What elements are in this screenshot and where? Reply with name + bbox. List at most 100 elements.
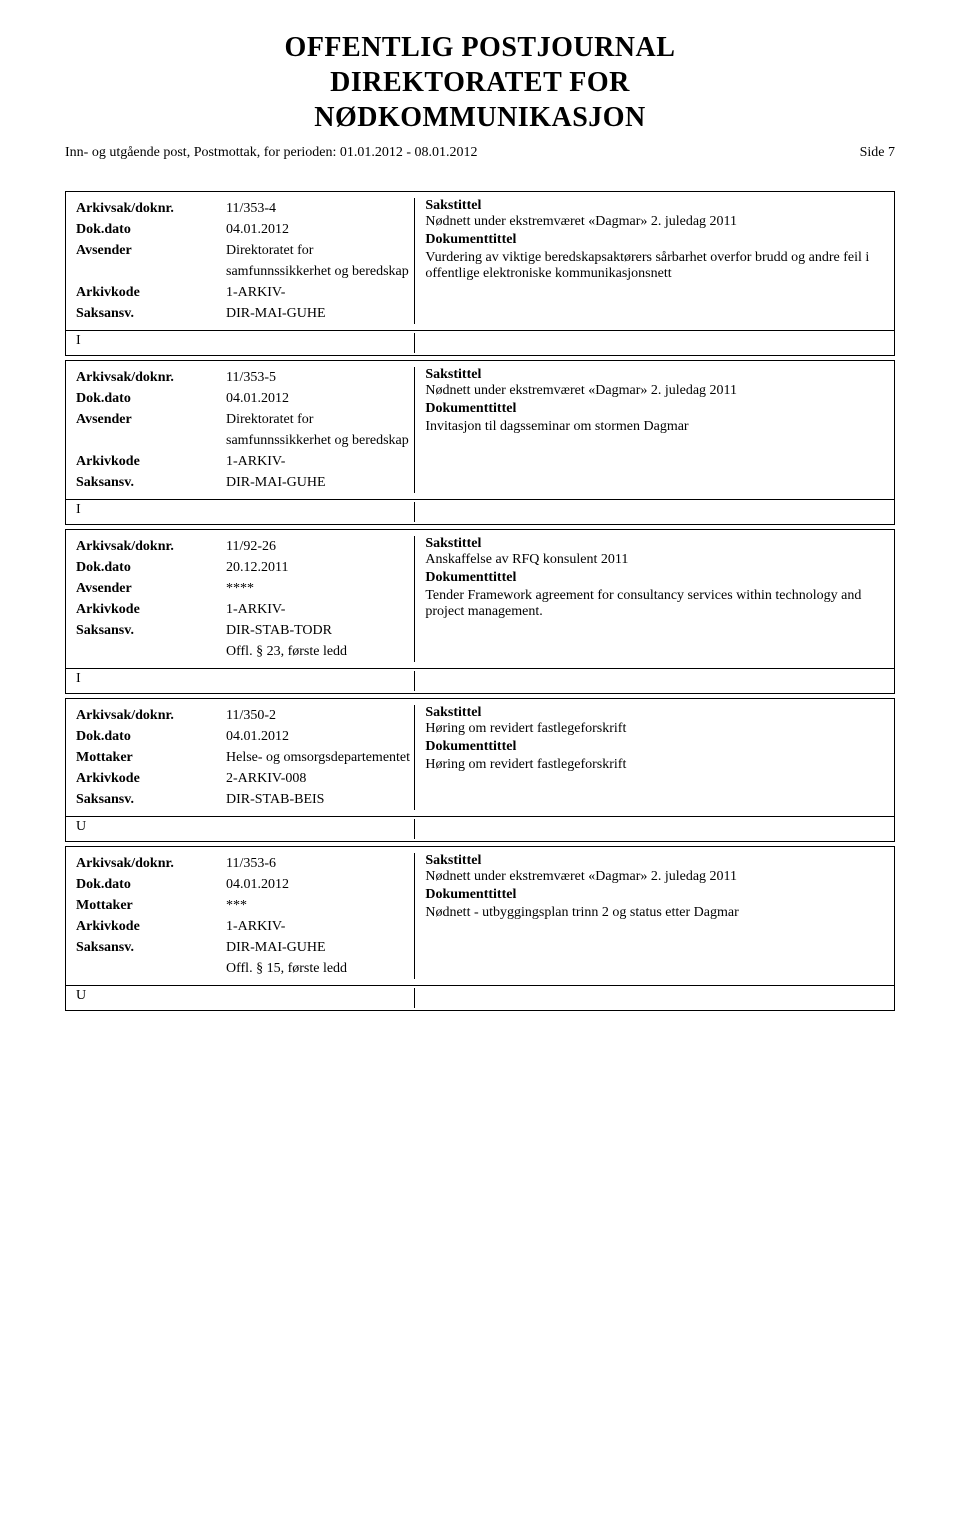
field-value-arkivkode: 1-ARKIV-	[226, 599, 415, 620]
field-row-saksansv: Saksansv. DIR-MAI-GUHE	[76, 303, 415, 324]
dokumenttittel-label: Dokumenttittel	[425, 232, 883, 248]
io-indicator: I	[76, 671, 415, 691]
field-row-party: Avsender ****	[76, 578, 415, 599]
field-value-arkivsak: 11/353-5	[226, 367, 415, 388]
record-body: Arkivsak/doknr.11/353-4Dok.dato04.01.201…	[66, 192, 894, 330]
field-row-arkivkode: Arkivkode1-ARKIV-	[76, 916, 415, 937]
field-value-offl: Offl. § 15, første ledd	[226, 958, 415, 979]
io-right-empty	[414, 819, 883, 839]
field-value-arkivsak: 11/350-2	[226, 705, 415, 726]
field-value-arkivsak: 11/353-6	[226, 853, 415, 874]
io-row: U	[66, 816, 894, 841]
field-row-offl: Offl. § 15, første ledd	[76, 958, 415, 979]
field-label-party: Avsender	[76, 581, 132, 596]
io-right-empty	[414, 988, 883, 1008]
sakstittel-label: Sakstittel	[425, 536, 883, 552]
field-label-saksansv: Saksansv.	[76, 623, 134, 638]
field-value-dokdato: 04.01.2012	[226, 726, 415, 747]
field-label-party: Avsender	[76, 412, 132, 427]
field-label-arkivsak: Arkivsak/doknr.	[76, 201, 174, 216]
field-value-arkivkode: 2-ARKIV-008	[226, 768, 415, 789]
field-value-arkivsak: 11/353-4	[226, 198, 415, 219]
field-row-arkivkode: Arkivkode1-ARKIV-	[76, 599, 415, 620]
field-row-arkivsak: Arkivsak/doknr.11/350-2	[76, 705, 415, 726]
field-label-arkivkode: Arkivkode	[76, 285, 140, 300]
sakstittel-label: Sakstittel	[425, 198, 883, 214]
records-container: Arkivsak/doknr. 11/353-4 Dok.dato 04.01.201…	[65, 191, 895, 1011]
field-label-arkivkode: Arkivkode	[76, 919, 140, 934]
record-right: SakstittelNødnett under ekstremværet «Da…	[414, 367, 883, 493]
field-label-party: Mottaker	[76, 750, 133, 765]
field-value-arkivkode: 1-ARKIV-	[226, 282, 415, 303]
field-row-saksansv: Saksansv.DIR-MAI-GUHE	[76, 472, 415, 493]
subheader: Inn- og utgående post, Postmottak, for p…	[65, 145, 478, 161]
field-row-arkivkode: Arkivkode 1-ARKIV-	[76, 451, 415, 472]
record-left: Arkivsak/doknr.11/353-6Dok.dato04.01.201…	[76, 853, 415, 979]
field-label-arkivkode: Arkivkode	[76, 771, 140, 786]
sakstittel-label: Sakstittel	[425, 705, 883, 721]
field-row-arkivsak: Arkivsak/doknr. 11/353-4	[76, 198, 415, 219]
field-row-dokdato: Dok.dato04.01.2012	[76, 388, 415, 409]
dokumenttittel-text: Høring om revidert fastlegeforskrift	[425, 757, 883, 773]
page-header: OFFENTLIG POSTJOURNAL DIREKTORATET FOR N…	[65, 30, 895, 135]
field-label-saksansv: Saksansv.	[76, 475, 134, 490]
field-row-arkivsak: Arkivsak/doknr. 11/353-5	[76, 367, 415, 388]
io-row: I	[66, 499, 894, 524]
field-label-dokdato: Dok.dato	[76, 729, 131, 744]
field-row-dokdato: Dok.dato20.12.2011	[76, 557, 415, 578]
record: Arkivsak/doknr.11/353-4Dok.dato04.01.201…	[65, 191, 895, 356]
dokumenttittel-label: Dokumenttittel	[425, 570, 883, 586]
sakstittel-text: Nødnett under ekstremværet «Dagmar» 2. j…	[425, 383, 883, 399]
field-label-arkivsak: Arkivsak/doknr.	[76, 856, 174, 871]
field-row-arkivkode: Arkivkode 1-ARKIV-	[76, 282, 415, 303]
field-value-party: ****	[226, 578, 415, 599]
field-value-party: ***	[226, 895, 415, 916]
field-row-arkivkode: Arkivkode 2-ARKIV-008	[76, 768, 415, 789]
record-body: Arkivsak/doknr. 11/353-5Dok.dato04.01.201…	[66, 361, 894, 499]
field-value-party: Direktoratet for samfunnssikkerhet og be…	[226, 409, 415, 451]
field-label-arkivsak: Arkivsak/doknr.	[76, 370, 174, 385]
io-indicator: U	[76, 819, 415, 839]
field-value-arkivkode: 1-ARKIV-	[226, 451, 415, 472]
field-row-saksansv: Saksansv.DIR-MAI-GUHE	[76, 937, 415, 958]
record-right: SakstittelNødnett under ekstremværet «Da…	[414, 198, 883, 324]
dokumenttittel-text: Vurdering av viktige beredskapsaktørers …	[425, 250, 883, 282]
record: Arkivsak/doknr. 11/353-5Dok.dato04.01.201…	[65, 360, 895, 525]
record-right: SakstittelNødnett under ekstremværet «Da…	[414, 853, 883, 979]
field-value-saksansv: DIR-MAI-GUHE	[226, 303, 415, 324]
field-label-arkivkode: Arkivkode	[76, 454, 140, 469]
record-left: Arkivsak/doknr.11/353-4Dok.dato04.01.201…	[76, 198, 415, 324]
field-value-dokdato: 04.01.2012	[226, 388, 415, 409]
sakstittel-label: Sakstittel	[425, 367, 883, 383]
dokumenttittel-text: Nødnett - utbyggingsplan trinn 2 og stat…	[425, 905, 883, 921]
dokumenttittel-label: Dokumenttittel	[425, 739, 883, 755]
field-value-saksansv: DIR-STAB-TODR	[226, 620, 415, 641]
field-row-party: Avsender Direktoratet for samfunnssikkerh…	[76, 409, 415, 451]
field-value-saksansv: DIR-STAB-BEIS	[226, 789, 415, 810]
field-value-saksansv: DIR-MAI-GUHE	[226, 937, 415, 958]
field-value-offl: Offl. § 23, første ledd	[226, 641, 415, 662]
field-label-dokdato: Dok.dato	[76, 222, 131, 237]
io-row: I	[66, 330, 894, 355]
field-row-dokdato: Dok.dato 04.01.2012	[76, 726, 415, 747]
io-indicator: I	[76, 502, 415, 522]
record: Arkivsak/doknr.11/353-6Dok.dato04.01.201…	[65, 846, 895, 1011]
io-indicator: U	[76, 988, 415, 1008]
field-row-arkivsak: Arkivsak/doknr. 11/353-6	[76, 853, 415, 874]
field-value-party: Helse- og omsorgsdepartementet	[226, 747, 415, 768]
field-row-offl: Offl. § 23, første ledd	[76, 641, 415, 662]
field-label-dokdato: Dok.dato	[76, 560, 131, 575]
record-body: Arkivsak/doknr.11/92-26Dok.dato20.12.201…	[66, 530, 894, 668]
title-line3: NØDKOMMUNIKASJON	[314, 102, 646, 133]
field-label-saksansv: Saksansv.	[76, 306, 134, 321]
field-row-party: Mottaker Helse- og omsorgsdepartementet	[76, 747, 415, 768]
field-value-party: Direktoratet for samfunnssikkerhet og be…	[226, 240, 415, 282]
io-row: U	[66, 985, 894, 1010]
field-label-arkivsak: Arkivsak/doknr.	[76, 539, 174, 554]
dokumenttittel-label: Dokumenttittel	[425, 401, 883, 417]
subheader-row: Inn- og utgående post, Postmottak, for p…	[65, 145, 895, 161]
sakstittel-text: Nødnett under ekstremværet «Dagmar» 2. j…	[425, 214, 883, 230]
record-left: Arkivsak/doknr.11/92-26Dok.dato20.12.201…	[76, 536, 415, 662]
record: Arkivsak/doknr.11/350-2 Dok.dato 04.01.201…	[65, 698, 895, 842]
record-body: Arkivsak/doknr.11/353-6Dok.dato04.01.201…	[66, 847, 894, 985]
